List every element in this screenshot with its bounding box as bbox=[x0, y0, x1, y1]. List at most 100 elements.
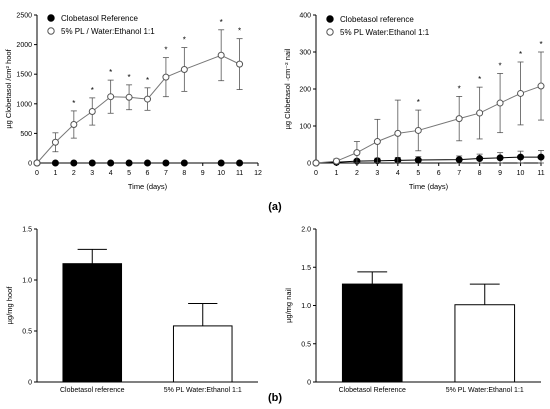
x-tick-label: 8 bbox=[182, 170, 186, 177]
x-tick-label: 3 bbox=[375, 170, 379, 177]
series-line bbox=[315, 156, 541, 164]
y-axis-title: µg/mg nail bbox=[284, 288, 293, 323]
significance-star: * bbox=[91, 86, 94, 95]
x-tick-label: 10 bbox=[217, 170, 225, 177]
y-tick-label: 2500 bbox=[16, 13, 32, 20]
y-tick-label: 1.5 bbox=[301, 265, 311, 272]
y-tick-label: 1500 bbox=[16, 72, 32, 79]
series-line bbox=[36, 54, 240, 164]
significance-star: * bbox=[539, 40, 542, 49]
x-tick-label: 11 bbox=[236, 170, 243, 177]
data-point bbox=[125, 93, 133, 101]
category-label: 5% PL Water:Ethanol 1:1 bbox=[446, 387, 524, 394]
data-point bbox=[217, 51, 225, 59]
legend-marker bbox=[326, 28, 334, 36]
significance-star: * bbox=[72, 99, 75, 108]
chart-a2: 0 100 200 300 400 0 1 2 3 4 5 6 7 8 9 10 11 Time (days) µg… bbox=[283, 13, 545, 192]
y-tick-label: 300 bbox=[299, 50, 311, 57]
y-axis-title: µg Clobetasol /cm² hoof bbox=[4, 48, 13, 128]
significance-star: * bbox=[109, 68, 112, 77]
y-tick-label: 2.0 bbox=[301, 227, 311, 234]
data-point bbox=[162, 73, 170, 81]
data-point bbox=[353, 149, 361, 157]
x-tick-label: 10 bbox=[517, 170, 525, 177]
data-point bbox=[88, 107, 96, 115]
significance-star: * bbox=[238, 27, 241, 36]
data-point bbox=[414, 156, 422, 164]
significance-star: * bbox=[499, 61, 502, 70]
legend-marker bbox=[47, 27, 55, 35]
x-axis-title: Time (days) bbox=[128, 182, 168, 191]
x-tick-label: 4 bbox=[396, 170, 400, 177]
data-point bbox=[476, 109, 484, 117]
data-point bbox=[51, 159, 59, 167]
y-tick-label: 100 bbox=[299, 124, 311, 131]
y-tick-label: 500 bbox=[20, 131, 32, 138]
panel-label-a: (a) bbox=[268, 201, 282, 213]
data-point bbox=[217, 159, 225, 167]
legend-label: Clobetasol reference bbox=[340, 15, 414, 24]
x-tick-label: 5 bbox=[127, 170, 131, 177]
x-tick-label: 0 bbox=[314, 170, 318, 177]
x-tick-label: 6 bbox=[437, 170, 441, 177]
legend-marker bbox=[47, 14, 55, 22]
chart-b1: 0 0.5 1.0 1.5 µg/mg hoof Clobetasol reference… bbox=[5, 227, 258, 394]
legend-marker bbox=[326, 15, 334, 23]
y-tick-label: 400 bbox=[299, 13, 311, 20]
legend-label: Clobetasol Reference bbox=[61, 14, 138, 23]
y-tick-label: 1.0 bbox=[22, 278, 32, 285]
category-label: 5% PL Water:Ethanol 1:1 bbox=[164, 387, 242, 394]
y-axis-title: µg/mg hoof bbox=[5, 286, 14, 325]
data-point bbox=[144, 159, 151, 167]
data-point bbox=[517, 153, 525, 161]
data-point bbox=[496, 154, 504, 162]
y-tick-label: 0.5 bbox=[301, 341, 311, 348]
data-point bbox=[496, 99, 504, 107]
data-point bbox=[312, 159, 320, 167]
data-point bbox=[70, 159, 78, 167]
x-tick-label: 4 bbox=[109, 170, 113, 177]
data-point bbox=[125, 159, 133, 167]
data-point bbox=[162, 159, 170, 167]
x-tick-label: 9 bbox=[201, 170, 205, 177]
y-tick-label: 1.0 bbox=[301, 303, 311, 310]
y-tick-label: 2000 bbox=[16, 42, 32, 49]
data-point bbox=[537, 82, 545, 90]
data-point bbox=[180, 159, 188, 167]
x-tick-label: 5 bbox=[416, 170, 420, 177]
x-tick-label: 2 bbox=[72, 170, 76, 177]
data-point bbox=[51, 138, 59, 146]
y-tick-label: 1.5 bbox=[22, 227, 32, 234]
series-1 bbox=[312, 150, 545, 167]
significance-star: * bbox=[478, 75, 481, 84]
bar bbox=[341, 283, 403, 383]
data-point bbox=[70, 121, 78, 129]
x-tick-label: 6 bbox=[146, 170, 150, 177]
data-point bbox=[414, 126, 422, 134]
chart-b2: 0 0.5 1.0 1.5 2.0 µg/mg nail Clobetasol Refere… bbox=[284, 227, 541, 394]
panel-label-b: (b) bbox=[268, 392, 282, 404]
data-point bbox=[180, 65, 188, 73]
series-2 bbox=[312, 51, 545, 167]
bar bbox=[454, 304, 516, 383]
x-tick-label: 7 bbox=[164, 170, 168, 177]
significance-star: * bbox=[519, 50, 522, 59]
category-label: Clobetasol Reference bbox=[339, 387, 406, 394]
significance-star: * bbox=[164, 46, 167, 55]
data-point bbox=[332, 157, 340, 165]
y-tick-label: 0 bbox=[307, 161, 311, 168]
significance-star: * bbox=[458, 84, 461, 93]
series-2 bbox=[33, 29, 244, 167]
x-tick-label: 8 bbox=[478, 170, 482, 177]
y-tick-label: 200 bbox=[299, 87, 311, 94]
category-label: Clobetasol reference bbox=[60, 387, 125, 394]
y-tick-label: 0 bbox=[307, 380, 311, 387]
data-point bbox=[537, 153, 545, 161]
data-point bbox=[476, 155, 484, 163]
significance-star: * bbox=[183, 36, 186, 45]
x-tick-label: 1 bbox=[53, 170, 57, 177]
y-tick-label: 0 bbox=[28, 161, 32, 168]
y-axis-title: µg Clobetasol ·cm⁻² nail bbox=[283, 48, 292, 129]
data-point bbox=[88, 159, 96, 167]
